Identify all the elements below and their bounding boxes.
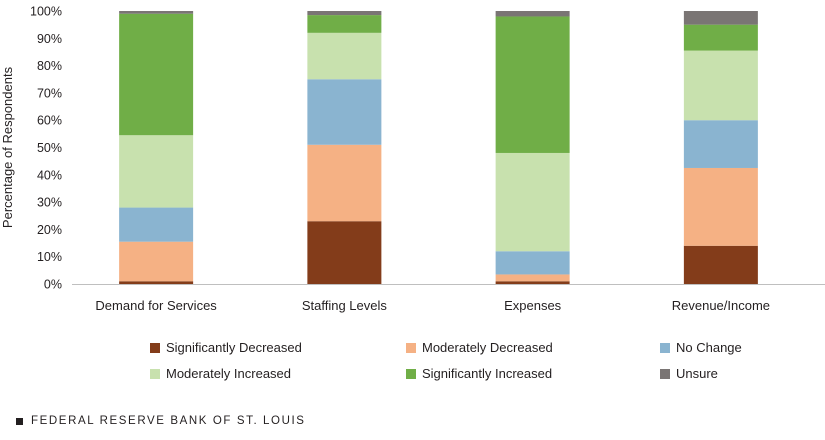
legend-item: Unsure — [660, 366, 718, 381]
bar-segment — [683, 50, 758, 121]
source-footer: FEDERAL RESERVE BANK OF ST. LOUIS — [16, 415, 306, 427]
legend-swatch — [406, 342, 416, 353]
legend-label: No Change — [676, 340, 742, 355]
bar-segment — [119, 281, 194, 284]
bar-segment — [495, 16, 570, 153]
legend-swatch — [660, 368, 670, 379]
bar-segment — [307, 221, 382, 284]
y-tick-label: 60% — [37, 114, 62, 128]
y-tick-label: 40% — [37, 168, 62, 182]
bar-segment — [495, 274, 570, 282]
legend-swatch — [150, 342, 160, 353]
y-tick-label: 10% — [37, 250, 62, 264]
y-axis-label: Percentage of Respondents — [0, 66, 15, 228]
y-tick-label: 20% — [37, 223, 62, 237]
y-tick-label: 70% — [37, 86, 62, 100]
bar-segment — [119, 207, 194, 242]
legend-item: Moderately Increased — [150, 366, 291, 381]
legend-label: Significantly Decreased — [166, 340, 302, 355]
legend-label: Moderately Increased — [166, 366, 292, 381]
bar-segment — [119, 135, 194, 208]
bar-segment — [495, 152, 570, 252]
legend-label: Moderately Decreased — [422, 340, 553, 355]
bar-segment — [495, 251, 570, 275]
legend-item: Significantly Decreased — [150, 340, 302, 355]
bar-segment — [119, 11, 194, 14]
chart-legend: Significantly Decreased Moderately Decrea… — [0, 338, 825, 388]
legend-label: Significantly Increased — [422, 366, 553, 381]
y-tick-label: 80% — [37, 59, 62, 73]
bar-segment — [307, 144, 382, 222]
bar-segment — [307, 15, 382, 33]
bar-segment — [495, 281, 570, 284]
legend-label: Unsure — [676, 366, 718, 381]
legend-swatch — [150, 368, 160, 379]
y-tick-label: 0% — [44, 278, 62, 292]
legend-swatch — [406, 368, 416, 379]
bar-segment — [683, 24, 758, 51]
x-category-label: Demand for Services — [95, 298, 217, 313]
footer-source-text: FEDERAL RESERVE BANK OF ST. LOUIS — [31, 415, 306, 427]
x-category-label: Expenses — [504, 298, 562, 313]
y-tick-label: 90% — [37, 32, 62, 46]
bar-segment — [119, 241, 194, 282]
bar-segment — [495, 11, 570, 17]
x-category-label: Staffing Levels — [302, 298, 388, 313]
y-tick-label: 50% — [37, 141, 62, 155]
bar-segment — [307, 11, 382, 16]
y-tick-label: 30% — [37, 196, 62, 210]
bar-segment — [683, 11, 758, 25]
bar-segment — [119, 13, 194, 136]
bar-segment — [307, 32, 382, 80]
stacked-bar-chart: Percentage of Respondents 0% 10% 20% 30% 40% 5… — [0, 5, 825, 313]
x-category-label: Revenue/Income — [672, 298, 770, 313]
bar-segment — [307, 79, 382, 145]
legend-item: Moderately Decreased — [406, 340, 553, 355]
footer-square-icon — [16, 417, 23, 425]
bar-segment — [683, 245, 758, 284]
bar-segment — [683, 167, 758, 246]
legend-item: Significantly Increased — [406, 366, 552, 381]
y-tick-label: 100% — [30, 5, 62, 19]
legend-item: No Change — [660, 340, 742, 355]
bar-segment — [683, 120, 758, 168]
legend-swatch — [660, 342, 670, 353]
